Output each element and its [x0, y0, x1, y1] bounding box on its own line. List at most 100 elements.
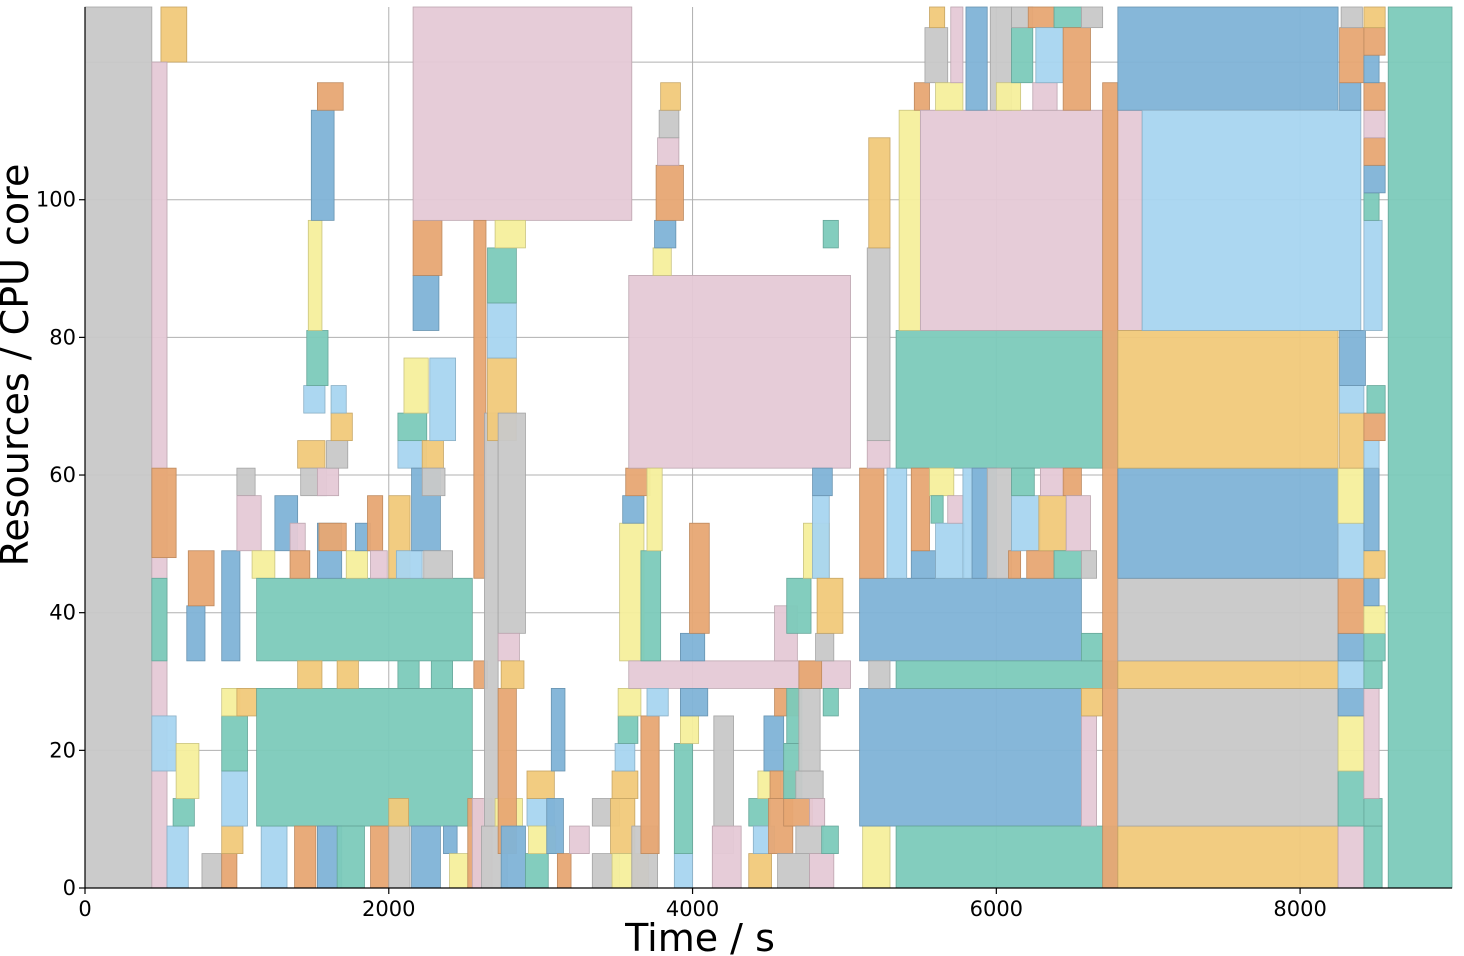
task-bar-yellow — [898, 109, 921, 331]
x-tick-label: 8000 — [1273, 897, 1326, 921]
task-bar-gray — [866, 247, 891, 442]
task-bar-pink — [1032, 82, 1058, 111]
task-bar-pink — [316, 467, 340, 497]
task-bar-teal — [1366, 385, 1386, 414]
task-bar-pink — [866, 440, 891, 469]
task-bar-blue — [1117, 6, 1339, 111]
task-bar-teal — [617, 715, 639, 744]
task-bar-orange — [859, 467, 885, 579]
task-bar-yellow — [862, 825, 891, 889]
task-bar-lightblue — [812, 495, 830, 579]
x-tick-label: 6000 — [970, 897, 1023, 921]
task-bar-lightblue — [487, 302, 517, 359]
task-bar-blue — [1363, 54, 1380, 84]
task-bar-gold — [660, 82, 681, 111]
task-bar-gray — [497, 412, 526, 634]
task-bar-lightblue — [395, 550, 423, 579]
task-bar-blue — [1339, 330, 1366, 386]
task-bar-gray — [1117, 577, 1339, 662]
task-bar-gold — [336, 660, 359, 689]
task-bar-gold — [500, 660, 525, 689]
task-bar-teal — [822, 219, 839, 249]
task-bar-pink — [289, 522, 306, 552]
task-bar-yellow — [652, 247, 672, 276]
task-bar-teal — [1363, 192, 1380, 221]
task-bar-teal — [1363, 798, 1383, 827]
task-bar-orange — [1026, 550, 1055, 579]
task-bar-orange — [1062, 27, 1091, 111]
task-bar-blue — [1337, 632, 1365, 662]
task-bar-pink — [497, 632, 520, 662]
task-bar-yellow — [646, 467, 663, 552]
task-bar-teal — [221, 715, 248, 772]
task-bar-orange — [1363, 82, 1386, 111]
task-bar-gray — [1080, 550, 1097, 579]
task-bar-orange — [370, 825, 390, 889]
task-bar-lightblue — [1363, 219, 1383, 331]
task-bar-orange — [1008, 550, 1022, 579]
task-bar-orange — [221, 853, 238, 889]
task-bar-lightblue — [1339, 385, 1365, 414]
task-bar-gold — [1117, 330, 1339, 469]
task-bar-orange — [625, 467, 651, 497]
task-bar-teal — [1337, 770, 1365, 827]
y-tick-label: 0 — [63, 876, 76, 900]
task-bar-gray — [924, 27, 949, 84]
task-bar-blue — [1117, 467, 1339, 579]
task-bar-teal — [306, 330, 329, 386]
x-axis-label: Time / s — [624, 916, 775, 956]
task-bar-orange — [367, 495, 384, 552]
task-bar-gold — [610, 798, 636, 854]
task-bar-gray — [388, 825, 411, 889]
task-bar-orange — [187, 550, 215, 607]
task-bar-lightblue — [1363, 440, 1380, 469]
task-bar-teal — [525, 853, 549, 889]
task-bar-gray — [986, 467, 1012, 579]
task-bar-orange — [1363, 27, 1386, 56]
task-bar-lightblue — [886, 467, 908, 579]
task-bar-lightblue — [1035, 27, 1064, 84]
task-bar-blue — [1363, 467, 1380, 552]
task-bar-lightblue — [646, 687, 669, 717]
task-bar-teal — [430, 660, 453, 689]
task-bar-lightblue — [673, 853, 693, 889]
task-bar-teal — [895, 825, 1119, 889]
task-bar-blue — [1363, 164, 1386, 194]
task-bar-lightblue — [429, 357, 457, 442]
task-bar-blue — [680, 632, 706, 662]
task-bar-lightblue — [166, 825, 189, 889]
task-bar-lightblue — [260, 825, 288, 889]
task-bar-pink — [412, 6, 633, 221]
task-bar-gold — [1339, 412, 1365, 469]
task-bar-teal — [895, 330, 1119, 469]
task-bar-yellow — [619, 522, 645, 662]
task-bar-blue — [763, 715, 785, 772]
task-bar-orange — [640, 715, 660, 854]
task-bar-orange — [798, 660, 823, 689]
task-bar-gray — [1340, 6, 1363, 29]
task-bar-pink — [950, 6, 964, 84]
task-bar-orange — [689, 522, 710, 634]
task-bar-blue — [546, 798, 564, 854]
task-bar-teal — [748, 798, 771, 827]
task-bar-blue — [221, 550, 241, 662]
task-bar-orange — [1337, 577, 1365, 634]
task-bar-lightblue — [614, 743, 636, 772]
task-bar-blue — [812, 467, 833, 497]
task-bar-blue — [550, 687, 566, 772]
task-bar-orange — [1027, 6, 1055, 29]
task-bar-teal — [821, 825, 839, 854]
task-bar-gray — [795, 770, 824, 799]
task-bar-teal — [1387, 6, 1453, 889]
task-bar-orange — [318, 522, 347, 552]
task-bar-pink — [1363, 109, 1386, 139]
task-bar-orange — [294, 825, 317, 889]
task-bar-gold — [929, 6, 946, 29]
task-bar-gold — [236, 687, 258, 717]
task-bar-gold — [816, 577, 844, 634]
task-bar-teal — [336, 825, 365, 889]
task-bar-teal — [1053, 550, 1082, 579]
task-bar-gold — [297, 660, 323, 689]
task-bar-yellow — [251, 550, 276, 579]
y-tick-label: 100 — [36, 188, 76, 212]
